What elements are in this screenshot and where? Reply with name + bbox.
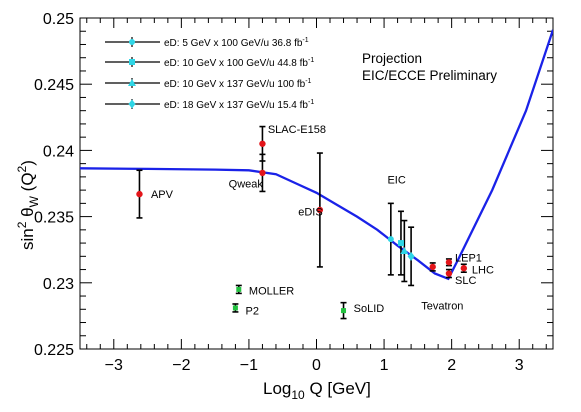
measurement-point [460, 265, 468, 272]
measurement-point [259, 169, 266, 177]
measurement-point [136, 190, 143, 198]
y-tick-labels: 0.225 0.23 0.235 0.24 0.245 0.25 [34, 11, 74, 359]
legend: eD: 5 GeV x 100 GeV/u 36.8 fb-1 eD: 10 G… [105, 37, 314, 111]
x-tick-label: 3 [515, 357, 524, 374]
legend-entry-2: eD: 10 GeV x 100 GeV/u 44.8 fb-1 [105, 57, 314, 69]
measurement-point [429, 263, 436, 271]
legend-marker-diamond [128, 99, 136, 109]
y-axis-label: sin2 θW (Q2) [15, 160, 41, 250]
point-label: eDIS [298, 206, 322, 218]
theory-curve [80, 29, 553, 281]
measurement-point [445, 270, 453, 277]
x-tick-label: −1 [240, 357, 258, 374]
legend-label-3: eD: 10 GeV x 137 GeV/u 100 fb-1 [164, 78, 312, 90]
y-tick-label: 0.235 [34, 210, 74, 227]
future-point [236, 286, 242, 292]
point-label: Qweak [229, 179, 264, 191]
x-tick-labels: −3 −2 −1 0 1 2 3 [105, 357, 524, 374]
x-tick-label: 1 [380, 357, 389, 374]
point-label: APV [151, 189, 174, 201]
x-axis-label: Log10 Q [GeV] [263, 379, 371, 402]
eic-point [387, 236, 394, 243]
point-label: LEP1 [455, 253, 482, 265]
point-label: MOLLER [249, 286, 294, 298]
legend-entry-3: eD: 10 GeV x 137 GeV/u 100 fb-1 [105, 78, 312, 90]
future-point [232, 305, 238, 311]
x-tick-label: 0 [312, 357, 321, 374]
y-tick-label: 0.25 [43, 11, 74, 28]
legend-entry-4: eD: 18 GeV x 137 GeV/u 15.4 fb-1 [105, 99, 314, 111]
eic-point [397, 240, 404, 247]
error-bars [136, 125, 467, 320]
eic-point [407, 251, 415, 261]
projection-label: Projection [362, 51, 422, 66]
eic-point [400, 247, 409, 255]
legend-entry-1: eD: 5 GeV x 100 GeV/u 36.8 fb-1 [105, 37, 309, 49]
legend-label-4: eD: 18 GeV x 137 GeV/u 15.4 fb-1 [164, 99, 314, 111]
point-label: SoLID [354, 303, 385, 315]
measurement-point [259, 140, 266, 147]
point-label: Tevatron [421, 300, 463, 312]
data-points [136, 140, 468, 314]
x-tick-label: 2 [447, 357, 456, 374]
point-label: P2 [246, 306, 259, 318]
legend-label-2: eD: 10 GeV x 100 GeV/u 44.8 fb-1 [164, 57, 314, 69]
preliminary-label: EIC/ECCE Preliminary [362, 68, 497, 83]
legend-marker-square [129, 59, 135, 65]
legend-marker-circle [129, 39, 135, 45]
legend-label-1: eD: 5 GeV x 100 GeV/u 36.8 fb-1 [164, 37, 309, 49]
point-label: SLC [455, 275, 476, 287]
legend-marker-triangle [128, 79, 136, 86]
x-tick-label: −2 [172, 357, 190, 374]
measurement-point [445, 259, 453, 266]
x-tick-label: −3 [105, 357, 123, 374]
y-tick-label: 0.23 [43, 276, 74, 293]
y-tick-label: 0.225 [34, 342, 74, 359]
point-label: EIC [387, 175, 405, 187]
point-label: LHC [472, 265, 494, 277]
y-tick-label: 0.245 [34, 77, 74, 94]
measurement-point [316, 206, 324, 214]
point-label: SLAC-E158 [268, 124, 326, 136]
future-point [341, 308, 347, 314]
y-tick-label: 0.24 [43, 143, 74, 160]
